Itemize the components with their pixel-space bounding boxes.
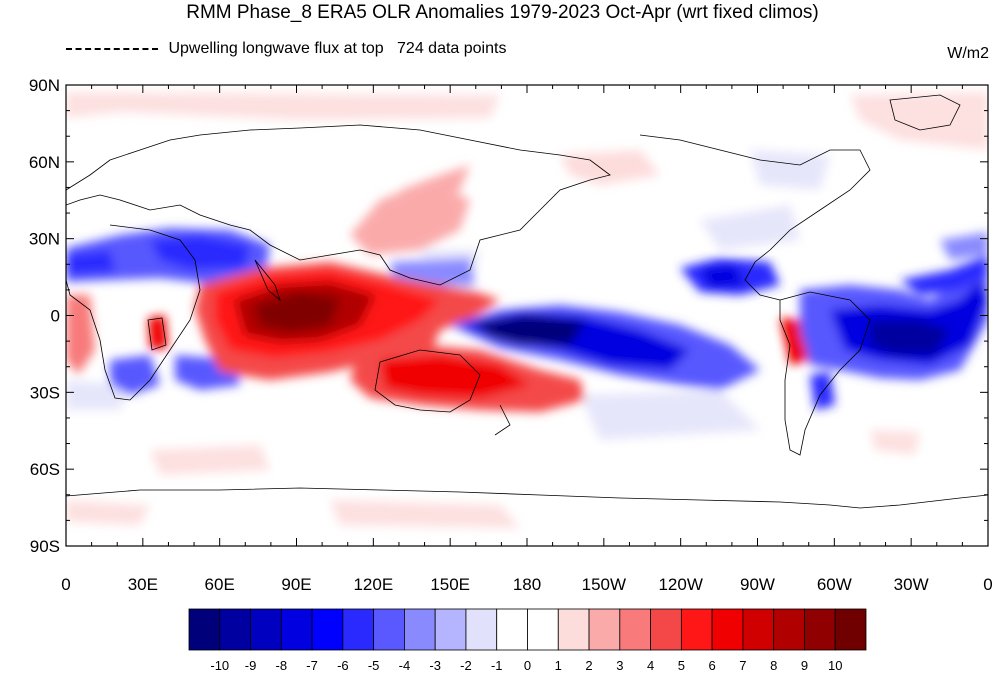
data-point-count: 724 data points <box>397 40 507 57</box>
latitude-label: 0 <box>51 307 60 326</box>
anomaly-field <box>66 85 988 546</box>
colorbar-label: 6 <box>709 658 716 673</box>
colorbar-label: -10 <box>210 658 229 673</box>
colorbar-label: -6 <box>337 658 349 673</box>
colorbar-swatch <box>557 608 590 651</box>
colorbar-swatch <box>711 608 744 651</box>
colorbar-label: -2 <box>460 658 472 673</box>
colorbar-swatch <box>188 608 221 651</box>
legend-line: Upwelling longwave flux at top 724 data … <box>66 39 506 59</box>
colorbar-swatch <box>773 608 805 651</box>
latitude-label: 30S <box>30 383 60 402</box>
colorbar-swatch <box>373 608 405 651</box>
colorbar-swatch <box>342 608 375 651</box>
colorbar-label: 5 <box>678 658 685 673</box>
longitude-label: 60W <box>817 575 852 594</box>
longitude-label: 60E <box>205 575 235 594</box>
axis-ticks <box>65 84 989 547</box>
colorbar-swatch <box>619 608 651 651</box>
colorbar-swatch <box>650 608 682 651</box>
colorbar-label: 1 <box>555 658 562 673</box>
longitude-label: 30W <box>894 575 929 594</box>
colorbar-label: -5 <box>368 658 380 673</box>
latitude-label: 90N <box>29 76 60 95</box>
longitude-label: 120W <box>658 575 702 594</box>
colorbar-swatch <box>834 608 867 651</box>
colorbar-swatch <box>280 608 313 651</box>
colorbar-label: -8 <box>276 658 288 673</box>
longitude-label: 90W <box>740 575 775 594</box>
colorbar-swatch <box>404 608 436 651</box>
colorbar-swatch <box>250 608 282 651</box>
longitude-label: 30E <box>128 575 158 594</box>
colorbar-label: -1 <box>491 658 503 673</box>
dashed-line-icon <box>66 47 158 50</box>
colorbar-swatch <box>465 608 498 651</box>
colorbar-label: 2 <box>585 658 592 673</box>
longitude-label: 0 <box>61 575 70 594</box>
colorbar-swatch <box>527 608 559 651</box>
longitude-labels: 0 30E 60E 90E 120E 150E 180 150W 120W 90W 60W 30W 0 <box>61 575 992 594</box>
longitude-label: 120E <box>353 575 393 594</box>
colorbar-label: -4 <box>399 658 411 673</box>
colorbar-swatch <box>434 608 467 651</box>
colorbar-label: -9 <box>245 658 257 673</box>
latitude-label: 90S <box>30 537 60 556</box>
longitude-label: 150E <box>430 575 470 594</box>
longitude-label: 150W <box>582 575 626 594</box>
latitude-label: 60S <box>30 460 60 479</box>
legend-line-label: Upwelling longwave flux at top <box>168 40 384 57</box>
colorbar-label: 10 <box>828 658 842 673</box>
latitude-labels: 90N 60N 30N 0 30S 60S 90S <box>29 76 60 556</box>
colorbar-label: -3 <box>429 658 441 673</box>
colorbar-swatch <box>219 608 251 651</box>
colorbar-swatch <box>311 608 344 651</box>
longitude-label: 180 <box>513 575 541 594</box>
colorbar-label: 0 <box>524 658 531 673</box>
latitude-label: 60N <box>29 153 60 172</box>
colorbar-labels: -10 -9 -8 -7 -6 -5 -4 -3 -2 -1 0 1 2 3 4 5 6 7 8 9 10 <box>210 658 842 673</box>
units-label: W/m2 <box>947 45 989 62</box>
latitude-label: 30N <box>29 230 60 249</box>
coastlines <box>66 94 988 509</box>
map-title: RMM Phase_8 ERA5 OLR Anomalies 1979-2023… <box>186 2 819 23</box>
colorbar-label: 4 <box>647 658 654 673</box>
colorbar-label: -7 <box>306 658 318 673</box>
colorbar-swatch <box>588 608 621 651</box>
colorbar-swatch <box>804 608 836 651</box>
colorbar-swatch <box>680 608 713 651</box>
colorbar-label: 8 <box>770 658 777 673</box>
longitude-label: 0 <box>983 575 992 594</box>
colorbar-label: 3 <box>616 658 623 673</box>
colorbar-label: 9 <box>801 658 808 673</box>
colorbar-swatch <box>742 608 775 651</box>
longitude-label: 90E <box>281 575 311 594</box>
colorbar-label: 7 <box>739 658 746 673</box>
colorbar-swatch <box>496 608 528 651</box>
colorbar <box>188 608 867 651</box>
